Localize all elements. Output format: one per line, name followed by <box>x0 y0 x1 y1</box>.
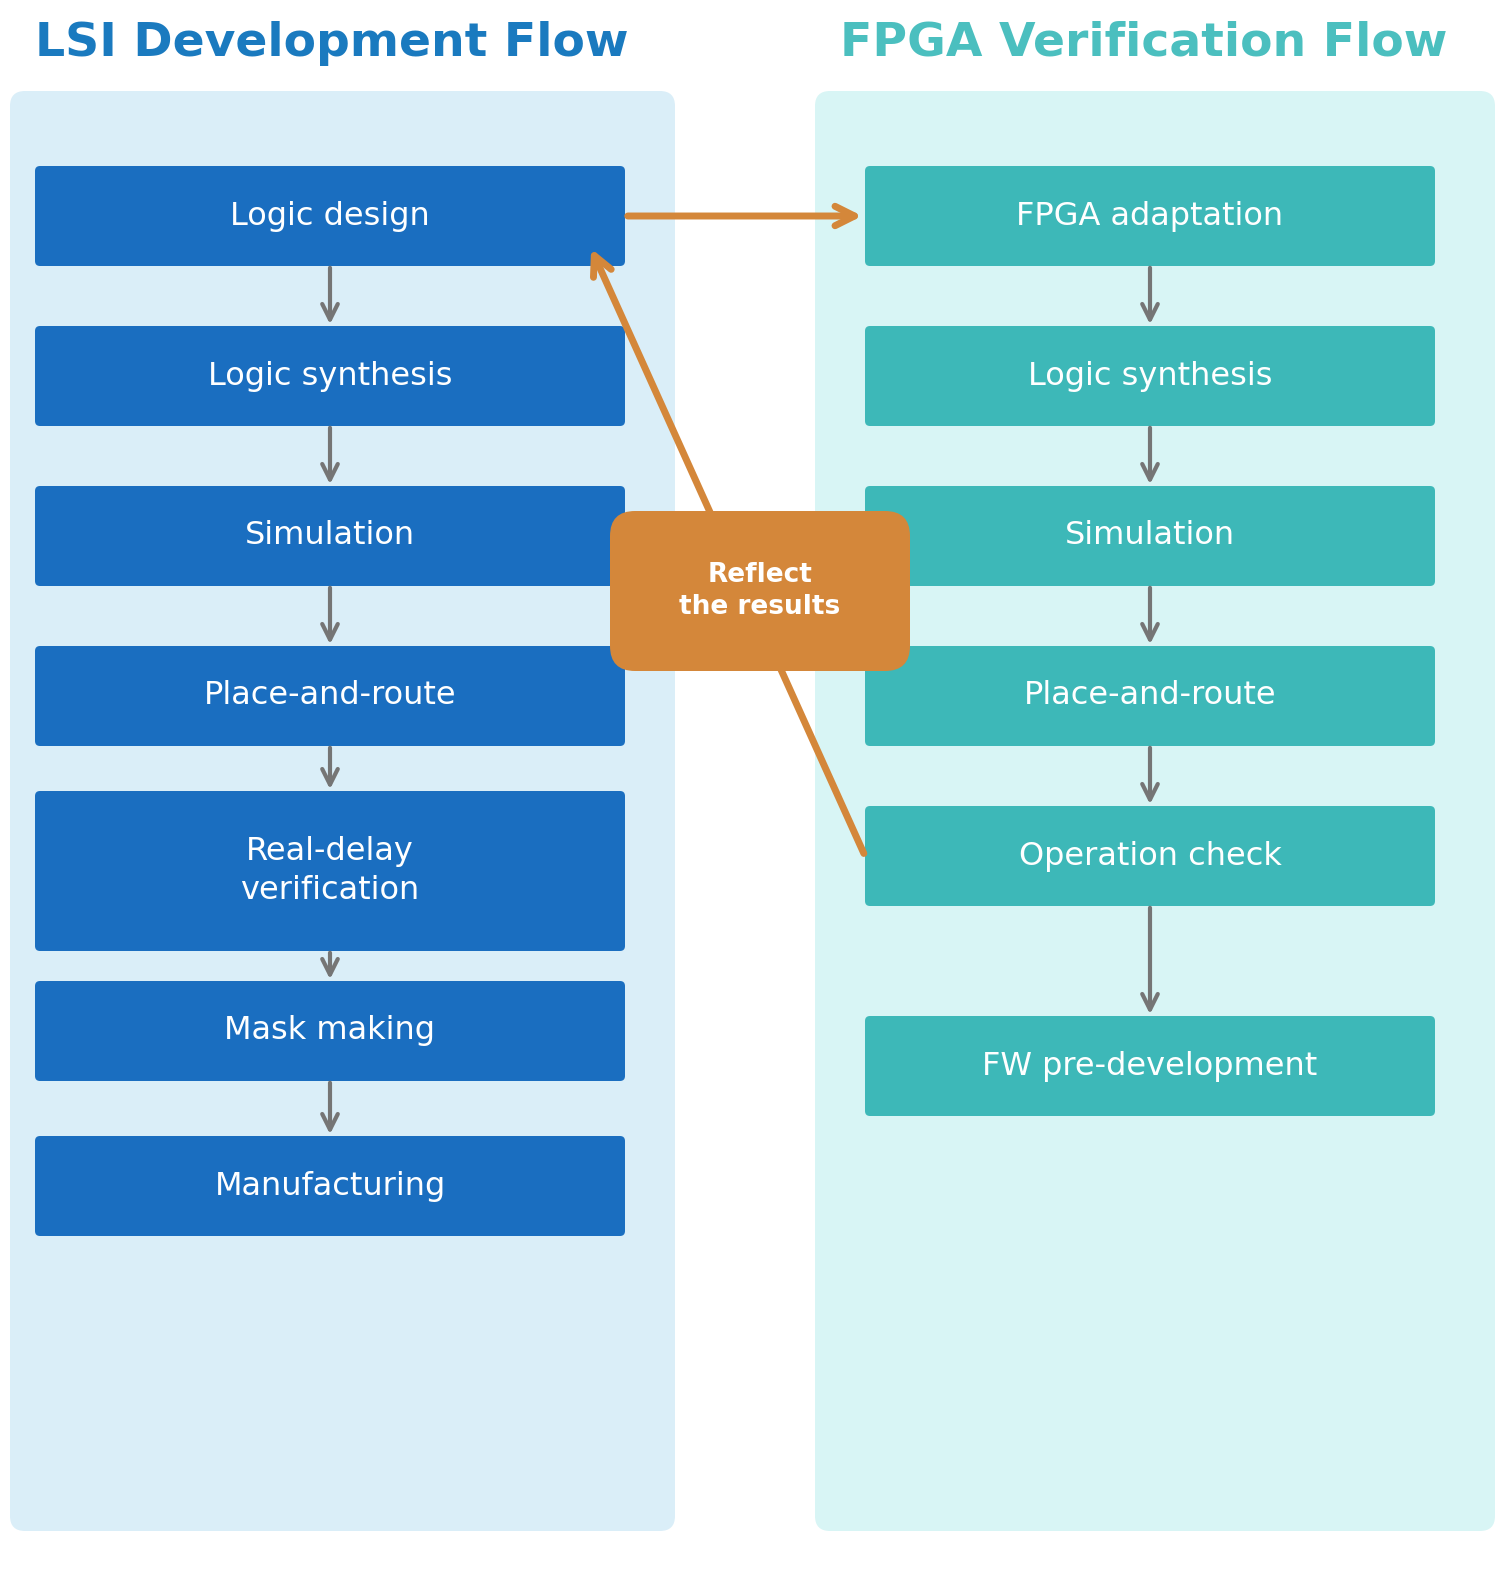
Text: FPGA adaptation: FPGA adaptation <box>1017 201 1284 231</box>
FancyBboxPatch shape <box>865 326 1436 426</box>
FancyBboxPatch shape <box>865 487 1436 586</box>
FancyBboxPatch shape <box>34 1136 625 1235</box>
Text: Mask making: Mask making <box>225 1015 435 1047</box>
FancyBboxPatch shape <box>865 166 1436 267</box>
Text: LSI Development Flow: LSI Development Flow <box>34 21 628 65</box>
Text: FPGA Verification Flow: FPGA Verification Flow <box>840 21 1448 65</box>
FancyBboxPatch shape <box>34 487 625 586</box>
Text: Logic design: Logic design <box>230 201 430 231</box>
Text: FW pre-development: FW pre-development <box>982 1050 1317 1082</box>
FancyBboxPatch shape <box>865 1017 1436 1116</box>
FancyBboxPatch shape <box>815 91 1496 1531</box>
Text: Real-delay
verification: Real-delay verification <box>240 836 420 905</box>
Text: Manufacturing: Manufacturing <box>214 1170 446 1202</box>
Text: Simulation: Simulation <box>1065 520 1234 552</box>
FancyBboxPatch shape <box>34 166 625 267</box>
FancyBboxPatch shape <box>34 326 625 426</box>
FancyBboxPatch shape <box>34 646 625 745</box>
FancyBboxPatch shape <box>865 646 1436 745</box>
Text: Reflect
the results: Reflect the results <box>680 562 840 619</box>
Text: Place-and-route: Place-and-route <box>204 680 456 712</box>
Text: Place-and-route: Place-and-route <box>1023 680 1276 712</box>
Text: Operation check: Operation check <box>1019 841 1281 871</box>
Text: Logic synthesis: Logic synthesis <box>1028 361 1272 391</box>
FancyBboxPatch shape <box>34 792 625 951</box>
Text: Simulation: Simulation <box>244 520 416 552</box>
FancyBboxPatch shape <box>10 91 675 1531</box>
FancyBboxPatch shape <box>865 806 1436 907</box>
Text: Logic synthesis: Logic synthesis <box>207 361 453 391</box>
FancyBboxPatch shape <box>34 982 625 1080</box>
FancyBboxPatch shape <box>610 511 910 670</box>
